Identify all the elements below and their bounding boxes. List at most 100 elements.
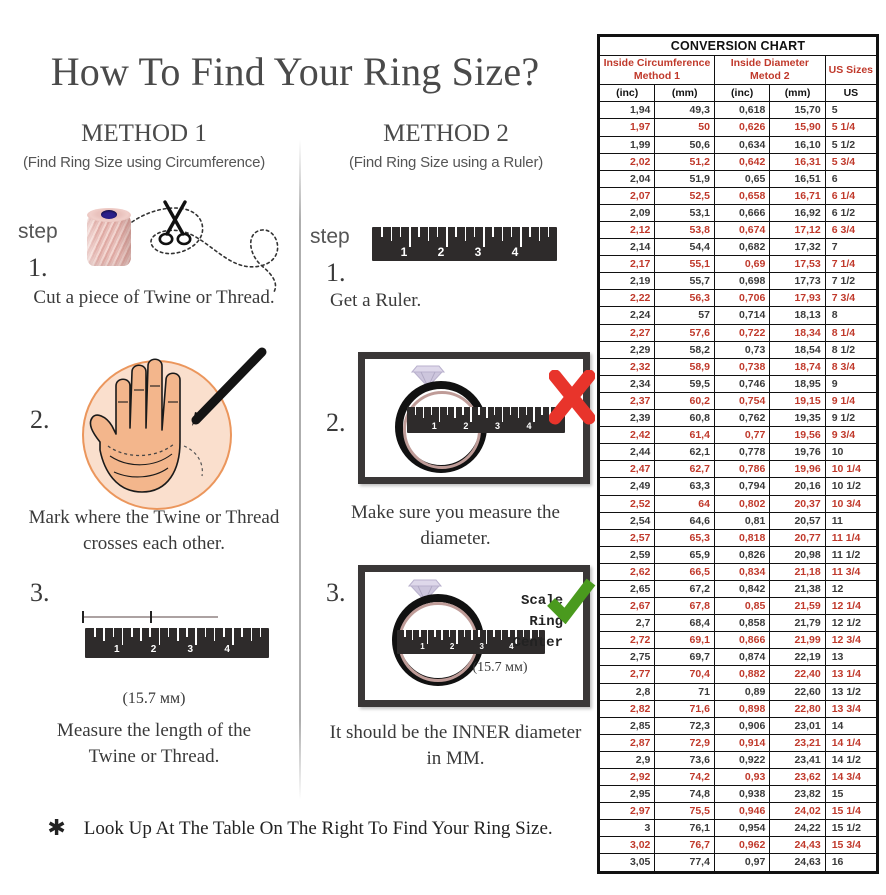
table-cell: 50,6 bbox=[654, 135, 715, 154]
ruler-tick bbox=[131, 628, 133, 637]
method-2-step-3-image: 1 2 3 4 Scale Ring Center (15.7 мм) bbox=[358, 565, 590, 707]
table-row: 2,92 74,2 0,93 23,62 14 3/4 bbox=[598, 767, 878, 787]
table-cell: 2,9 bbox=[598, 750, 656, 770]
table-cell: 55,7 bbox=[654, 272, 715, 291]
table-cell: 12 1/2 bbox=[824, 614, 878, 633]
table-cell: 0,962 bbox=[713, 836, 771, 855]
table-cell: 1,99 bbox=[598, 135, 656, 154]
spool-body bbox=[87, 214, 131, 266]
table-cell: 16,31 bbox=[769, 152, 826, 171]
ruler-tick bbox=[537, 630, 540, 638]
table-cell: 0,858 bbox=[713, 614, 771, 633]
table-title-row: CONVERSION CHART bbox=[599, 36, 877, 56]
cross-mark-icon bbox=[549, 370, 595, 425]
table-cell: 2,14 bbox=[598, 238, 656, 257]
table-cell: 23,62 bbox=[769, 767, 826, 787]
table-cell: 62,7 bbox=[654, 460, 715, 479]
chart-group-header-1: Inside Circumference Method 1 bbox=[599, 54, 715, 86]
table-cell: 7 1/2 bbox=[824, 272, 878, 291]
table-cell: 51,2 bbox=[654, 152, 715, 171]
table-cell: 0,698 bbox=[713, 272, 771, 291]
table-cell: 15 3/4 bbox=[824, 836, 878, 855]
table-cell: 8 1/2 bbox=[824, 340, 878, 359]
table-cell: 5 bbox=[824, 101, 878, 120]
method-1-step-2-caption: Mark where the Twine or Thread crosses e… bbox=[28, 507, 280, 554]
ruler-tick bbox=[473, 227, 476, 238]
table-row: 2,62 66,5 0,834 21,18 11 3/4 bbox=[598, 562, 878, 581]
table-row: 2,07 52,5 0,658 16,71 6 1/4 bbox=[598, 186, 878, 205]
table-cell: 3,02 bbox=[598, 836, 656, 855]
ruler-number: 1 bbox=[431, 420, 437, 431]
method-1-step-3-caption: Measure the length of the Twine or Threa… bbox=[56, 720, 252, 767]
chart-title: CONVERSION CHART bbox=[599, 36, 877, 56]
table-cell: 64 bbox=[654, 494, 715, 513]
table-cell: 20,16 bbox=[769, 477, 826, 496]
table-cell: 2,17 bbox=[598, 255, 656, 274]
ruler-tick bbox=[501, 227, 503, 242]
table-cell: 9 1/4 bbox=[824, 391, 878, 411]
table-row: 1,99 50,6 0,634 16,10 5 1/2 bbox=[598, 135, 878, 154]
table-head: CONVERSION CHART Inside Circumference Met… bbox=[598, 36, 878, 103]
table-row: 2,57 65,3 0,818 20,77 11 1/4 bbox=[598, 528, 878, 547]
chart-unit-1: (inc) bbox=[598, 84, 656, 103]
ruler-tick bbox=[456, 630, 458, 644]
ruler-tick bbox=[250, 628, 253, 641]
ruler-tick bbox=[259, 628, 262, 637]
table-cell: 74,8 bbox=[654, 785, 715, 804]
ruler-tick bbox=[510, 227, 513, 238]
table-cell: 58,2 bbox=[654, 340, 715, 359]
ruler-tick bbox=[501, 407, 504, 423]
table-cell: 63,3 bbox=[654, 477, 715, 496]
table-cell: 21,99 bbox=[769, 631, 826, 650]
ruler-number: 2 bbox=[437, 244, 445, 259]
table-cell: 8 1/4 bbox=[824, 323, 878, 342]
table-cell: 6 1/4 bbox=[824, 186, 878, 205]
table-cell: 12 3/4 bbox=[824, 631, 878, 650]
table-cell: 2,39 bbox=[598, 409, 656, 428]
table-row: 2,24 57 0,714 18,13 8 bbox=[598, 306, 878, 325]
table-cell: 2,87 bbox=[598, 733, 656, 752]
table-cell: 14 1/2 bbox=[824, 750, 878, 770]
table-row: 2,9 73,6 0,922 23,41 14 1/2 bbox=[598, 750, 878, 770]
table-cell: 0,97 bbox=[713, 853, 771, 872]
table-row: 2,42 61,4 0,77 19,56 9 3/4 bbox=[598, 426, 878, 445]
method-2-step-1-number: 1. bbox=[326, 258, 346, 287]
table-cell: 17,93 bbox=[769, 289, 826, 308]
ruler-number: 2 bbox=[150, 643, 157, 655]
ruler-tick bbox=[121, 628, 124, 646]
page-title: How To Find Your Ring Size? bbox=[50, 49, 540, 94]
ruler-tick bbox=[541, 407, 543, 415]
table-cell: 21,59 bbox=[769, 597, 826, 616]
table-cell: 53,1 bbox=[654, 203, 715, 223]
method-1-step-word: step bbox=[18, 220, 58, 243]
method-2-step-3-caption: It should be the INNER diameter in MM. bbox=[329, 722, 582, 769]
table-cell: 3,05 bbox=[598, 853, 656, 872]
ruler-tick bbox=[478, 407, 480, 415]
table-cell: 59,5 bbox=[654, 374, 715, 393]
table-row: 2,02 51,2 0,642 16,31 5 3/4 bbox=[598, 152, 878, 171]
table-row: 2,29 58,2 0,73 18,54 8 1/2 bbox=[598, 340, 878, 359]
table-row: 3,05 77,4 0,97 24,63 16 bbox=[598, 853, 878, 872]
table-row: 3,02 76,7 0,962 24,43 15 3/4 bbox=[598, 836, 878, 855]
scissors-icon bbox=[158, 200, 192, 246]
table-cell: 8 3/4 bbox=[824, 357, 878, 376]
hand-illustration bbox=[62, 346, 277, 510]
table-row: 2,7 68,4 0,858 21,79 12 1/2 bbox=[598, 614, 878, 633]
table-cell: 0,658 bbox=[713, 186, 771, 205]
ruler-tick bbox=[470, 407, 472, 423]
ruler-method2-step3: 1 2 3 4 bbox=[397, 630, 545, 654]
table-cell: 0,818 bbox=[713, 528, 771, 547]
table-cell: 2,24 bbox=[598, 306, 656, 325]
table-cell: 2,95 bbox=[598, 785, 656, 804]
table-cell: 2,92 bbox=[598, 767, 656, 787]
method-2-subtitle: (Find Ring Size using a Ruler) bbox=[348, 154, 544, 171]
ruler-number: 3 bbox=[187, 643, 194, 655]
conversion-table: CONVERSION CHART Inside Circumference Met… bbox=[598, 36, 878, 872]
table-cell: 9 1/2 bbox=[824, 409, 878, 428]
table-cell: 0,898 bbox=[713, 699, 771, 718]
table-cell: 50 bbox=[654, 118, 715, 137]
table-cell: 0,754 bbox=[713, 391, 771, 411]
table-row: 2,39 60,8 0,762 19,35 9 1/2 bbox=[598, 409, 878, 428]
table-cell: 51,9 bbox=[654, 169, 715, 188]
ruler-tick bbox=[427, 227, 429, 242]
